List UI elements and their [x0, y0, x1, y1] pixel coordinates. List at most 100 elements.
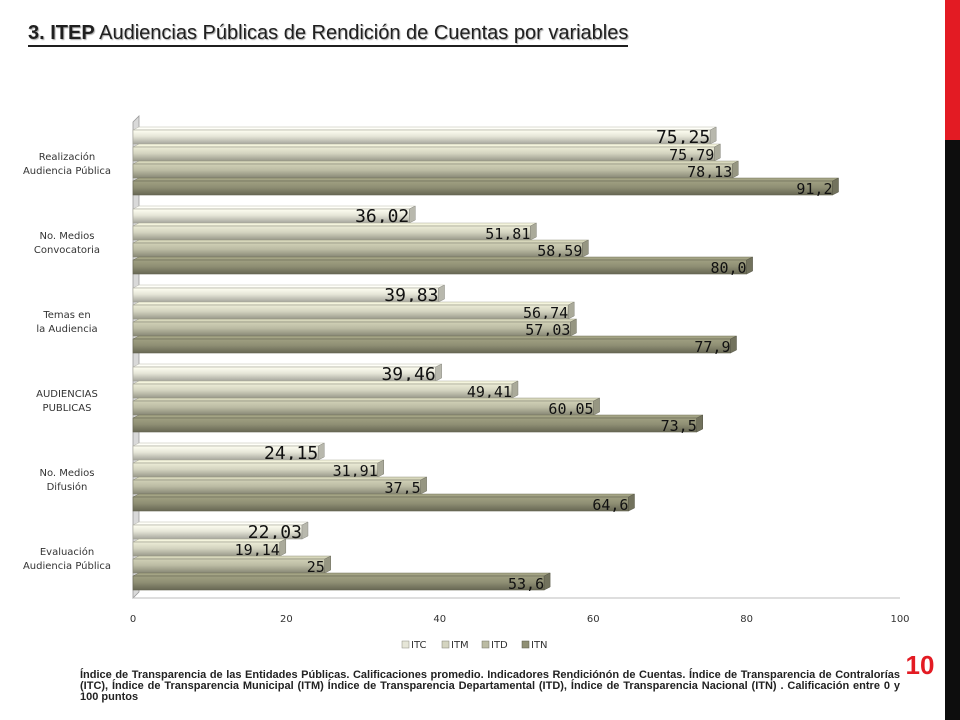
bar-end [324, 555, 331, 574]
category-label: AUDIENCIAS [36, 389, 98, 400]
bar-end [438, 284, 445, 303]
legend-label: ITC [411, 640, 426, 651]
data-label: 91,2 [796, 180, 832, 198]
bar-end [317, 442, 325, 461]
bar [132, 129, 711, 145]
x-tick-label: 100 [890, 614, 909, 625]
data-label: 31,91 [333, 462, 378, 480]
category-label: Realización [39, 151, 95, 163]
data-label: 78,13 [687, 163, 732, 181]
legend-label: ITM [451, 640, 469, 651]
side-accent-bar [945, 0, 960, 140]
bar [132, 400, 594, 416]
data-label: 73,5 [661, 417, 697, 435]
bar-top-face [132, 126, 717, 131]
x-tick-label: 60 [587, 614, 600, 625]
category-label: Temas en [42, 310, 90, 321]
bar [132, 558, 326, 574]
bar-top-face [132, 222, 537, 227]
data-label: 39,83 [384, 285, 438, 306]
legend-swatch [521, 640, 530, 649]
data-label: 56,74 [523, 304, 568, 322]
category-label: No. Medios [39, 231, 94, 242]
data-label: 37,5 [385, 479, 421, 497]
bar [132, 479, 421, 495]
bar-end [714, 143, 721, 162]
data-label: 75,79 [669, 146, 714, 164]
bar-end [628, 493, 635, 512]
legend-swatch [441, 640, 450, 649]
bar-top-face [132, 256, 753, 261]
bar-end [832, 177, 839, 196]
data-label: 80,0 [710, 259, 746, 277]
bar-end [530, 222, 537, 241]
bar [132, 180, 833, 196]
bar-end [730, 335, 737, 354]
data-label: 51,81 [485, 225, 530, 243]
bar-top-face [132, 239, 589, 244]
category-label: Audiencia Pública [23, 560, 111, 572]
bar-top-face [132, 335, 737, 340]
bar-end [593, 397, 600, 416]
bar [132, 338, 731, 354]
bar-chart: 0 20 40 60 80 100 Realización Audiencia Pública… [23, 115, 910, 651]
data-label: 53,6 [508, 575, 544, 593]
category-label: Difusión [47, 481, 88, 493]
bar [132, 163, 733, 179]
legend-swatch [481, 640, 490, 649]
legend-label: ITN [531, 640, 548, 651]
bar-top-face [132, 397, 600, 402]
bar-end [435, 363, 442, 382]
slide-title-rest: Audiencias Públicas de Rendición de Cuen… [94, 22, 629, 44]
x-tick-label: 80 [740, 614, 753, 625]
data-label: 60,05 [548, 400, 593, 418]
bar [132, 242, 583, 258]
bar [132, 225, 531, 241]
x-tick-label: 20 [280, 614, 293, 625]
bar-end [377, 459, 384, 478]
side-dark-bar [945, 140, 960, 720]
bar [132, 575, 545, 591]
data-label: 77,9 [694, 338, 730, 356]
data-label: 24,15 [264, 443, 318, 464]
bar [132, 304, 569, 320]
bar-end [279, 538, 287, 557]
category-label: Convocatoria [34, 245, 100, 256]
bar-end [709, 126, 717, 145]
data-label: 22,03 [248, 522, 302, 543]
data-label: 19,14 [235, 541, 280, 559]
data-label: 58,59 [537, 242, 582, 260]
x-tick-label: 40 [433, 614, 446, 625]
data-label: 36,02 [355, 206, 409, 227]
bar [132, 496, 629, 512]
bar [132, 321, 571, 337]
bar-end [570, 318, 577, 337]
slide-title-bold: 3. ITEP [28, 22, 95, 44]
data-label: 64,6 [592, 496, 628, 514]
bar-end [732, 160, 739, 179]
data-label: 57,03 [525, 321, 570, 339]
bar [132, 259, 747, 275]
bar-top-face [132, 160, 739, 165]
bar-end [582, 239, 589, 258]
bar-top-face [132, 318, 577, 323]
legend-swatch [401, 640, 410, 649]
legend-label: ITD [491, 640, 508, 651]
bar-end [567, 301, 575, 320]
category-label: PUBLICAS [43, 403, 92, 414]
data-label: 25 [307, 558, 325, 576]
data-label: 75,25 [656, 127, 710, 148]
category-label: No. Medios [39, 468, 94, 479]
bar [132, 417, 698, 433]
slide-title: 3. ITEP Audiencias Públicas de Rendición… [28, 22, 629, 47]
bar [132, 383, 513, 399]
bar-end [696, 414, 703, 433]
bar-end [420, 476, 427, 495]
bar-top-face [132, 476, 427, 481]
bar-top-face [132, 301, 575, 306]
bar-end [301, 521, 309, 540]
bar-top-face [132, 572, 551, 577]
page-number: 10 [905, 650, 935, 680]
category-label: Evaluación [40, 546, 94, 558]
bar-top-face [132, 555, 331, 560]
